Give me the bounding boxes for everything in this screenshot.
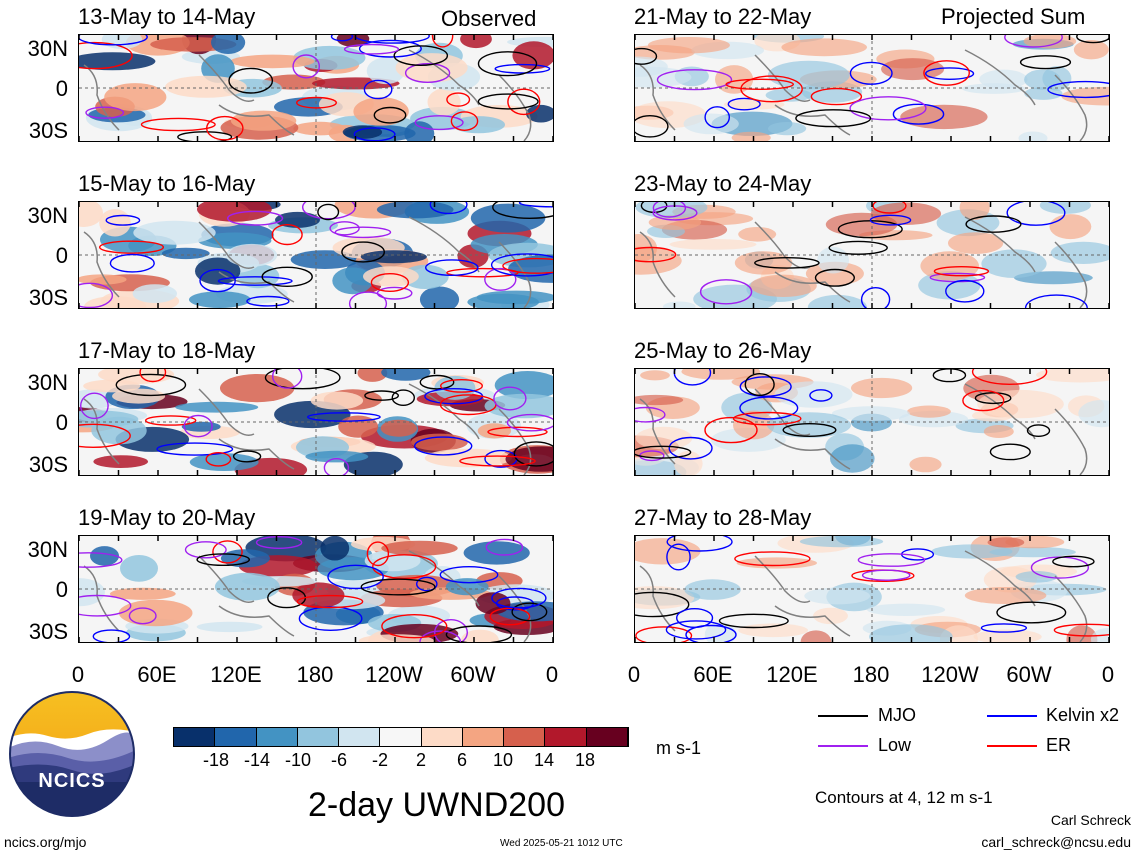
colorbar-tick-label: 18: [574, 750, 596, 770]
colorbar-swatch: [215, 728, 257, 746]
lat-label: 0: [55, 577, 68, 602]
panel-title: 23-May to 24-May: [634, 171, 812, 196]
lat-label: 30S: [28, 619, 68, 644]
lat-label: 30N: [27, 370, 68, 395]
lon-label: 60E: [137, 662, 177, 687]
lat-label: 30N: [27, 203, 68, 228]
map-panel-left-1: [78, 34, 554, 142]
lon-label: 0: [71, 662, 85, 687]
colorbar-tick-label: 2: [415, 750, 426, 770]
legend-label-low: Low: [878, 735, 912, 755]
colorbar-swatch: [256, 728, 298, 746]
legend-swatch-er: [987, 745, 1037, 747]
lat-label: 30S: [28, 118, 68, 143]
footer-url: ncics.org/mjo: [4, 834, 87, 850]
panel-title: 13-May to 14-May: [78, 4, 256, 29]
lat-label: 30N: [27, 537, 68, 562]
lat-label: 30S: [28, 285, 68, 310]
colorbar-tick-label: -2: [371, 750, 388, 770]
panel-title: 17-May to 18-May: [78, 338, 256, 363]
map-panel-left-4: [78, 535, 554, 643]
colorbar: [173, 727, 629, 747]
map-panel-right-4: [634, 535, 1110, 643]
colorbar-swatch: [421, 728, 463, 746]
map-panel-right-2: [634, 201, 1110, 309]
panel-title: 25-May to 26-May: [634, 338, 812, 363]
lon-label: 120E: [210, 662, 262, 687]
panel-title: 15-May to 16-May: [78, 171, 256, 196]
footer-email: carl_schreck@ncsu.edu: [981, 834, 1131, 850]
colorbar-tick-label: 6: [456, 750, 467, 770]
colorbar-tick-label: -10: [284, 750, 311, 770]
lon-label: 60E: [693, 662, 733, 687]
lon-label: 0: [1101, 662, 1115, 687]
lon-label: 0: [545, 662, 559, 687]
panel-title: 21-May to 22-May: [634, 4, 812, 29]
main-title: 2-day UWND200: [308, 786, 565, 824]
map-panel-left-3: [78, 368, 554, 476]
logo-text: NCICS: [38, 770, 106, 792]
legend-label-er: ER: [1046, 735, 1072, 755]
map-panel-right-3: [634, 368, 1110, 476]
panel-title: 27-May to 28-May: [634, 505, 812, 530]
legend-swatch-mjo: [818, 715, 868, 717]
lat-label: 0: [55, 410, 68, 435]
colorbar-swatch: [339, 728, 381, 746]
legend-label-mjo: MJO: [878, 705, 916, 725]
colorbar-unit: m s-1: [656, 738, 701, 758]
colorbar-swatch: [297, 728, 340, 746]
lon-label: 60W: [450, 662, 496, 687]
lon-label: 180: [852, 662, 890, 687]
lon-label: 60W: [1006, 662, 1052, 687]
lat-label: 0: [55, 76, 68, 101]
colorbar-swatch: [586, 728, 628, 746]
lat-label: 30N: [27, 36, 68, 61]
colorbar-swatch: [504, 728, 546, 746]
colorbar-swatch: [174, 728, 216, 746]
lon-label: 180: [296, 662, 334, 687]
colorbar-tick-label: -18: [202, 750, 229, 770]
projected-sum-label: Projected Sum: [941, 4, 1086, 29]
observed-label: Observed: [441, 6, 537, 31]
lat-label: 0: [55, 243, 68, 268]
legend-label-kelvin: Kelvin x2: [1046, 705, 1120, 725]
legend-swatch-low: [818, 745, 868, 747]
lon-label: 0: [627, 662, 641, 687]
legend-swatch-kelvin: [987, 715, 1037, 717]
colorbar-tick-label: 14: [533, 750, 555, 770]
lat-label: 30S: [28, 452, 68, 477]
panel-title: 19-May to 20-May: [78, 505, 256, 530]
ncics-logo: NCICS: [8, 690, 136, 818]
lon-label: 120W: [365, 662, 423, 687]
colorbar-tick-label: 10: [492, 750, 514, 770]
contours-note: Contours at 4, 12 m s-1: [815, 788, 993, 807]
footer-author: Carl Schreck: [1050, 812, 1131, 828]
map-panel-left-2: [78, 201, 554, 309]
colorbar-tick-label: -6: [330, 750, 347, 770]
lon-label: 120W: [921, 662, 979, 687]
lon-label: 120E: [766, 662, 818, 687]
colorbar-swatch: [380, 728, 422, 746]
footer-timestamp: Wed 2025-05-21 1012 UTC: [500, 838, 623, 849]
colorbar-tick-label: -14: [243, 750, 270, 770]
map-panel-right-1: [634, 34, 1110, 142]
colorbar-swatch: [545, 728, 587, 746]
colorbar-swatch: [462, 728, 505, 746]
